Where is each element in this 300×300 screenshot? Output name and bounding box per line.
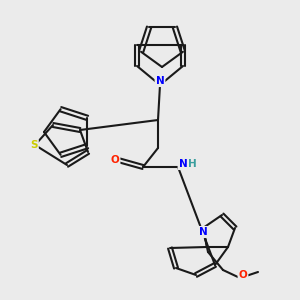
Text: N: N xyxy=(156,76,164,86)
Text: O: O xyxy=(238,270,247,280)
Text: N: N xyxy=(199,227,207,237)
Text: O: O xyxy=(111,155,119,165)
Text: S: S xyxy=(30,140,38,150)
Text: N: N xyxy=(178,159,188,169)
Text: H: H xyxy=(188,159,196,169)
